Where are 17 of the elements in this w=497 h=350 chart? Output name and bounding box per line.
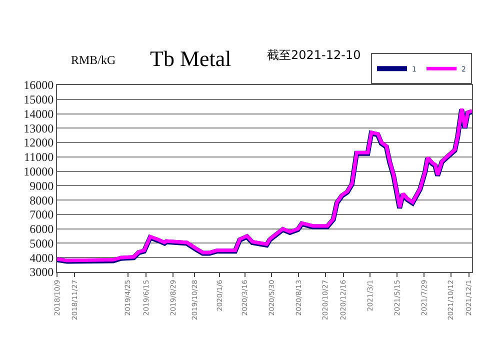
y-tick-label: 6000	[30, 222, 54, 236]
y-tick-label: 16000	[24, 78, 54, 92]
y-tick-label: 12000	[24, 136, 54, 150]
y-tick-label: 8000	[30, 193, 54, 208]
y-tick-label: 9000	[30, 178, 54, 193]
y-tick-label: 3000	[30, 265, 54, 280]
y-tick-label: 7000	[30, 208, 54, 222]
y-tick-label: 11000	[24, 150, 54, 164]
y-tick-label: 4000	[30, 250, 54, 265]
y-axis-title: RMB/kG	[71, 53, 116, 67]
y-tick-label: 13000	[24, 121, 54, 136]
y-tick-label: 10000	[24, 164, 54, 179]
y-tick-label: 14000	[24, 106, 54, 121]
chart-title: Tb Metal	[150, 46, 232, 71]
chart-subtitle: 截至2021-12-10	[267, 48, 361, 62]
y-tick-label: 5000	[30, 236, 54, 250]
y-tick-label: 15000	[24, 92, 54, 107]
